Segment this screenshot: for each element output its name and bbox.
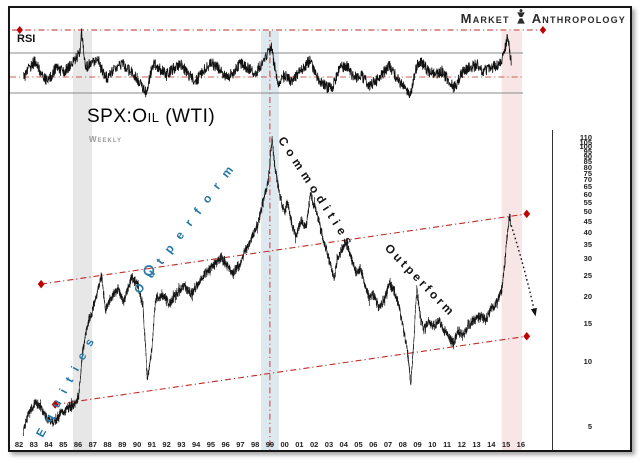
y-tick-label: 15 <box>583 319 592 329</box>
x-tick-label: 97 <box>236 440 245 449</box>
y-tick-label: 110 <box>579 133 592 143</box>
chart-subtitle: Weekly <box>89 135 123 144</box>
x-tick-label: 86 <box>73 440 83 449</box>
x-tick-label: 87 <box>88 440 97 449</box>
x-tick-label: 09 <box>413 440 422 449</box>
y-tick-label: 35 <box>583 240 592 250</box>
y-tick-label: 10 <box>583 356 592 366</box>
x-tick-label: 14 <box>487 440 496 449</box>
x-tick-label: 85 <box>59 440 68 449</box>
x-tick-label: 93 <box>177 440 186 449</box>
x-tick-label: 12 <box>457 440 466 449</box>
y-tick-label: 20 <box>583 292 592 302</box>
x-tick-label: 88 <box>103 440 112 449</box>
x-tick-label: 82 <box>14 440 24 449</box>
x-tick-label: 99 <box>265 440 275 449</box>
x-tick-label: 01 <box>295 440 304 449</box>
brand-icon <box>516 9 526 28</box>
y-tick-label: 100 <box>579 142 592 152</box>
y-tick-label: 50 <box>583 206 592 216</box>
y-tick-label: 80 <box>583 162 592 172</box>
y-tick-label: 30 <box>583 254 592 264</box>
y-tick-label: 60 <box>583 189 592 199</box>
x-tick-label: 90 <box>132 440 142 449</box>
y-tick-label: 70 <box>583 175 592 185</box>
y-tick-label: 25 <box>583 271 592 281</box>
y-axis-labels: 110 105 100 95 90 85 80 75 70 65 60 55 50 45 40 35 30 25 2… <box>552 0 592 463</box>
x-tick-label: 03 <box>324 440 334 449</box>
y-tick-label: 55 <box>583 197 592 207</box>
rsi-label: RSI <box>17 33 36 45</box>
x-tick-label: 04 <box>339 440 348 449</box>
x-tick-label: 94 <box>191 440 201 449</box>
y-tick-label: 75 <box>583 168 592 178</box>
x-tick-label: 13 <box>472 440 481 449</box>
brand-word-market: Market <box>460 11 510 26</box>
x-tick-label: 89 <box>118 440 127 449</box>
y-tick-label: 45 <box>583 216 592 226</box>
x-tick-label: 91 <box>147 440 156 449</box>
y-tick-label: 40 <box>583 227 592 237</box>
x-tick-label: 06 <box>369 440 378 449</box>
chart-title: SPX:Oil (WTI) <box>87 106 216 127</box>
y-tick-label: 65 <box>583 182 592 192</box>
y-tick-label: 5 <box>587 421 592 431</box>
x-tick-label: 16 <box>516 440 525 449</box>
x-tick-label: 07 <box>383 440 393 449</box>
y-tick-label: 85 <box>583 157 592 167</box>
x-tick-label: 11 <box>443 440 451 449</box>
x-tick-label: 15 <box>501 440 511 449</box>
y-tick-label: 90 <box>583 151 592 161</box>
brand-logo: Market Anthropology <box>461 9 626 28</box>
x-tick-label: 00 <box>280 440 289 449</box>
y-tick-label: 95 <box>583 146 592 156</box>
x-tick-label: 08 <box>398 440 407 449</box>
x-tick-label: 84 <box>44 440 53 449</box>
x-tick-label: 96 <box>221 440 230 449</box>
y-tick-label: 105 <box>579 137 592 147</box>
x-tick-label: 10 <box>428 440 437 449</box>
x-tick-label: 83 <box>29 440 38 449</box>
x-tick-label: 95 <box>206 440 216 449</box>
x-tick-label: 92 <box>162 440 171 449</box>
x-tick-label: 05 <box>354 440 363 449</box>
brand-word-anthropology: Anthropology <box>531 11 626 26</box>
x-tick-label: 98 <box>250 440 260 449</box>
x-tick-label: 02 <box>310 440 319 449</box>
